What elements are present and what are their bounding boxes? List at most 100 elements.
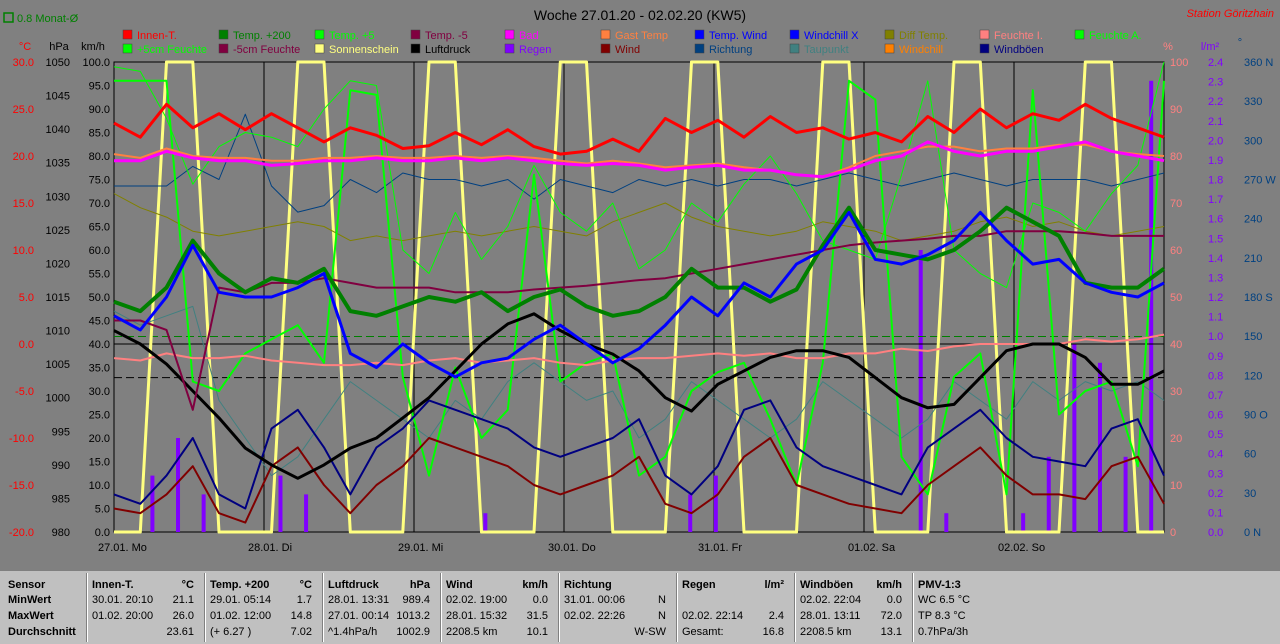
legend-swatch — [789, 29, 800, 40]
axis-tick-label: 1.0 — [1208, 331, 1223, 343]
axis-tick-label: 1.4 — [1208, 253, 1223, 265]
legend-label: -5cm Feuchte — [233, 44, 300, 56]
axis-tick-label: 100 — [1170, 57, 1188, 69]
axis-tick-label: 330 — [1244, 96, 1262, 108]
legend-swatch — [122, 29, 133, 40]
cell-value: 16.8 — [762, 626, 784, 638]
axis-unit-labels: °C hPa km/h % l/m² ° — [19, 37, 1242, 53]
series-line — [113, 312, 1165, 480]
cell-label: 01.02. 20:00 — [92, 610, 154, 622]
legend-label: Regen — [519, 44, 551, 56]
axis-tick-label: 1020 — [46, 258, 70, 270]
axis-tick-label: -5.0 — [15, 386, 34, 398]
column-separator — [794, 573, 796, 642]
cell-label: 02.02. 19:00 — [446, 594, 508, 606]
axis-tick-label: 90 O — [1244, 410, 1268, 422]
legend-label: Sonnenschein — [329, 44, 399, 56]
cell-label: 02.02. 22:14 — [682, 610, 744, 622]
axis-tick-label: 1.6 — [1208, 214, 1223, 226]
cell-value: 31.5 — [526, 610, 548, 622]
axis-tick-label: -20.0 — [9, 527, 34, 539]
cell-value: 989.4 — [402, 594, 430, 606]
axis-tick-label: 1.1 — [1208, 312, 1223, 324]
axis-tick-label: 0.8 — [1208, 370, 1223, 382]
axis-tick-label: 1010 — [46, 326, 70, 338]
legend-swatch — [694, 29, 705, 40]
column-unit: °C — [181, 579, 194, 591]
direction-unit-label: ° — [1238, 37, 1242, 49]
axis-tick-label: 0.9 — [1208, 351, 1223, 363]
axis-tick-label: 55.0 — [89, 269, 110, 281]
legend-label: Innen-T. — [137, 30, 177, 42]
axis-tick-label: 80.0 — [89, 151, 110, 163]
column-separator — [912, 573, 914, 642]
x-axis-label: 02.02. So — [998, 542, 1045, 554]
legend-swatch — [122, 43, 133, 54]
axis-tick-label: 85.0 — [89, 128, 110, 140]
axis-tick-label: 65.0 — [89, 222, 110, 234]
axis-tick-label: 60 — [1170, 245, 1182, 257]
weather-chart: 0.8 Monat-Ø Woche 27.01.20 - 02.02.20 (K… — [3, 7, 1277, 554]
row-label: Sensor — [8, 579, 46, 591]
axis-tick-label: 1025 — [46, 225, 70, 237]
axis-tick-label: 1.5 — [1208, 233, 1223, 245]
x-axis-label: 01.02. Sa — [848, 542, 896, 554]
legend-swatch — [979, 29, 990, 40]
cell-value: 1.7 — [296, 594, 312, 606]
axis-tick-label: 2.4 — [1208, 57, 1223, 69]
column-separator — [558, 573, 560, 642]
row-label: MinWert — [8, 594, 52, 606]
column-separator — [676, 573, 678, 642]
axis-tick-label: 0 N — [1244, 527, 1261, 539]
column-unit: km/h — [876, 579, 902, 591]
cell-label: (+ 6.27 ) — [210, 626, 252, 638]
axis-tick-label: 2.2 — [1208, 96, 1223, 108]
axis-tick-label: -10.0 — [9, 433, 34, 445]
rain-bar — [1097, 362, 1102, 532]
column-header: PMV-1:3 — [918, 579, 961, 591]
legend-swatch — [884, 43, 895, 54]
axis-tick-label: 0 — [1170, 527, 1176, 539]
legend: Innen-T. Temp. +200 Temp. +5 Temp. -5 Bad Gas… — [122, 29, 1142, 56]
cell-label: 28.01. 13:31 — [328, 594, 390, 606]
series-line — [113, 305, 1165, 477]
pressure-unit-label: hPa — [49, 41, 69, 53]
cell-label: 30.01. 20:10 — [92, 594, 154, 606]
axis-tick-label: 985 — [52, 493, 70, 505]
axis-tick-label: 2.1 — [1208, 116, 1223, 128]
rain-bar — [278, 475, 283, 532]
axis-tick-label: 30 — [1244, 488, 1256, 500]
cell-value: 10.1 — [526, 626, 548, 638]
cell-value: 1013.2 — [396, 610, 430, 622]
series-line — [113, 61, 1165, 289]
axis-tick-label: 0.0 — [1208, 527, 1223, 539]
cell-value: 0.0 — [532, 594, 548, 606]
legend-label: Gast Temp — [615, 30, 668, 42]
axis-tick-label: 60.0 — [89, 245, 110, 257]
cell-value: 72.0 — [880, 610, 902, 622]
axis-tick-label: 150 — [1244, 331, 1262, 343]
monthly-average-swatch — [3, 12, 14, 23]
legend-label: Temp. -5 — [425, 30, 468, 42]
column-separator — [322, 573, 324, 642]
column-header: Windböen — [800, 579, 854, 591]
cell-value: 0.0 — [886, 594, 902, 606]
legend-swatch — [314, 43, 325, 54]
axis-tick-label: 1040 — [46, 124, 70, 136]
x-axis: 27.01. Mo 28.01. Di 29.01. Mi 30.01. Do 31.0… — [98, 542, 1045, 554]
axis-tick-label: 15.0 — [89, 457, 110, 469]
column-unit: °C — [299, 579, 312, 591]
axis-tick-label: 50.0 — [89, 292, 110, 304]
temp-unit-label: °C — [19, 41, 31, 53]
column-separator — [204, 573, 206, 642]
series-line — [113, 210, 1165, 379]
legend-swatch — [504, 43, 515, 54]
series-line — [113, 143, 1165, 178]
axis-tick-label: 0.0 — [19, 339, 34, 351]
axis-tick-label: 70 — [1170, 198, 1182, 210]
axis-tick-label: 25.0 — [89, 410, 110, 422]
legend-swatch — [979, 43, 990, 54]
axis-tick-label: 35.0 — [89, 363, 110, 375]
axis-tick-label: 20.0 — [89, 433, 110, 445]
axis-tick-label: 1000 — [46, 393, 70, 405]
